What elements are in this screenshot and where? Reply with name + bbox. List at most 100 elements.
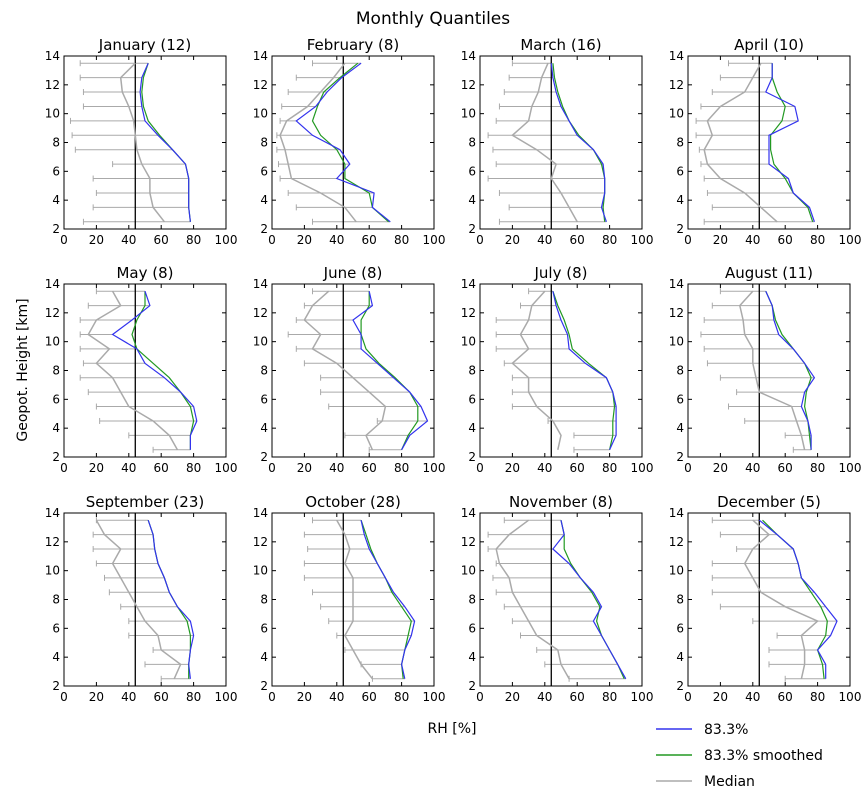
- panel-2: February (8) 0 20 40 60 80 100 2 4 6 8 10 12 14: [253, 36, 446, 247]
- y-tick-label: 6: [260, 621, 268, 635]
- y-tick-label: 4: [260, 421, 268, 435]
- y-tick-label: 6: [468, 621, 476, 635]
- y-tick-label: 6: [260, 392, 268, 406]
- y-tick-label: 6: [468, 164, 476, 178]
- y-tick-label: 2: [468, 679, 476, 693]
- y-tick-label: 2: [676, 222, 684, 236]
- panel-frame: [271, 55, 435, 230]
- y-tick-label: 10: [461, 335, 476, 349]
- y-tick-label: 4: [676, 193, 684, 207]
- q833-line: [765, 290, 816, 450]
- y-tick-label: 6: [676, 164, 684, 178]
- panel-9: September (23) 0 20 40 60 80 100 2 4 6 8 10 12 14: [45, 493, 238, 704]
- panel-grid: January (12) 0 20 40 60 80 100 2 4 6 8 10 12 14 Februa…: [45, 36, 862, 704]
- smoothed-line: [765, 290, 812, 450]
- median-line: [303, 290, 387, 451]
- smoothed-line: [360, 291, 419, 451]
- panel-title: October (28): [305, 493, 401, 511]
- median-line: [95, 519, 182, 680]
- y-tick-label: 2: [260, 222, 268, 236]
- y-tick-label: 8: [468, 593, 476, 607]
- panel-frame: [63, 55, 227, 230]
- x-tick-label: 60: [778, 461, 793, 475]
- y-tick-label: 10: [253, 107, 268, 121]
- x-tick-label: 80: [186, 233, 201, 247]
- smoothed-line: [311, 62, 389, 223]
- panel-frame: [479, 283, 643, 458]
- x-tick-label: 20: [505, 461, 520, 475]
- x-tick-label: 100: [839, 233, 862, 247]
- x-tick-label: 80: [602, 461, 617, 475]
- y-tick-label: 8: [52, 593, 60, 607]
- panel-4: April (10) 0 20 40 60 80 100 2 4 6 8 10 12 14: [669, 36, 862, 247]
- y-tick-label: 4: [260, 650, 268, 664]
- x-tick-label: 60: [154, 233, 169, 247]
- y-tick-label: 2: [468, 450, 476, 464]
- x-tick-label: 20: [505, 233, 520, 247]
- x-tick-label: 0: [268, 461, 276, 475]
- y-tick-label: 10: [45, 335, 60, 349]
- y-tick-label: 2: [52, 450, 60, 464]
- y-tick-label: 2: [52, 222, 60, 236]
- y-tick-label: 4: [468, 650, 476, 664]
- q833-line: [139, 62, 191, 222]
- median-line: [495, 519, 570, 680]
- panel-6: June (8) 0 20 40 60 80 100 2 4 6 8 10 12 14: [253, 264, 446, 475]
- y-tick-label: 4: [52, 650, 60, 664]
- panel-title: January (12): [98, 36, 191, 54]
- x-tick-label: 20: [505, 690, 520, 704]
- x-tick-label: 40: [537, 233, 552, 247]
- q833-line: [147, 520, 195, 679]
- panel-frame: [63, 512, 227, 687]
- x-tick-label: 60: [362, 690, 377, 704]
- panel-11: November (8) 0 20 40 60 80 100 2 4 6 8 10 12 14: [461, 493, 654, 704]
- panel-title: July (8): [534, 264, 588, 282]
- panel-title: August (11): [725, 264, 813, 282]
- x-tick-label: 20: [89, 690, 104, 704]
- y-tick-label: 12: [669, 535, 684, 549]
- x-tick-label: 40: [745, 461, 760, 475]
- y-tick-label: 10: [461, 107, 476, 121]
- x-tick-label: 80: [810, 690, 825, 704]
- y-tick-label: 2: [260, 679, 268, 693]
- y-tick-label: 12: [461, 78, 476, 92]
- x-tick-label: 80: [810, 461, 825, 475]
- y-tick-label: 8: [676, 364, 684, 378]
- x-tick-label: 20: [89, 461, 104, 475]
- y-tick-label: 4: [260, 193, 268, 207]
- y-tick-label: 14: [461, 49, 476, 63]
- panel-10: October (28) 0 20 40 60 80 100 2 4 6 8 10 12 14: [253, 493, 446, 704]
- x-tick-label: 20: [89, 233, 104, 247]
- median-line: [743, 519, 819, 679]
- panel-title: February (8): [307, 36, 399, 54]
- y-tick-label: 4: [468, 421, 476, 435]
- legend: 83.3% 83.3% smoothed Median: [656, 722, 823, 790]
- q833-line: [111, 291, 198, 450]
- y-tick-label: 10: [253, 564, 268, 578]
- x-tick-label: 100: [839, 690, 862, 704]
- y-tick-label: 14: [253, 506, 268, 520]
- x-tick-label: 100: [423, 690, 446, 704]
- x-tick-label: 60: [778, 690, 793, 704]
- x-tick-label: 80: [186, 461, 201, 475]
- y-tick-label: 12: [669, 78, 684, 92]
- y-tick-label: 4: [468, 193, 476, 207]
- y-tick-label: 4: [52, 421, 60, 435]
- x-tick-label: 20: [297, 690, 312, 704]
- y-tick-label: 14: [669, 49, 684, 63]
- y-tick-label: 6: [676, 621, 684, 635]
- panel-12: December (5) 0 20 40 60 80 100 2 4 6 8 10 12 14: [669, 493, 862, 704]
- y-tick-label: 14: [253, 49, 268, 63]
- median-line: [336, 519, 373, 680]
- x-tick-label: 60: [778, 233, 793, 247]
- x-tick-label: 80: [394, 461, 409, 475]
- panel-title: September (23): [86, 493, 204, 511]
- median-line: [87, 290, 179, 451]
- x-tick-label: 40: [537, 461, 552, 475]
- panel-frame: [687, 283, 851, 458]
- q833-line: [352, 291, 429, 451]
- median-line: [511, 62, 578, 223]
- x-tick-label: 60: [154, 690, 169, 704]
- y-tick-label: 6: [52, 621, 60, 635]
- y-tick-label: 4: [52, 193, 60, 207]
